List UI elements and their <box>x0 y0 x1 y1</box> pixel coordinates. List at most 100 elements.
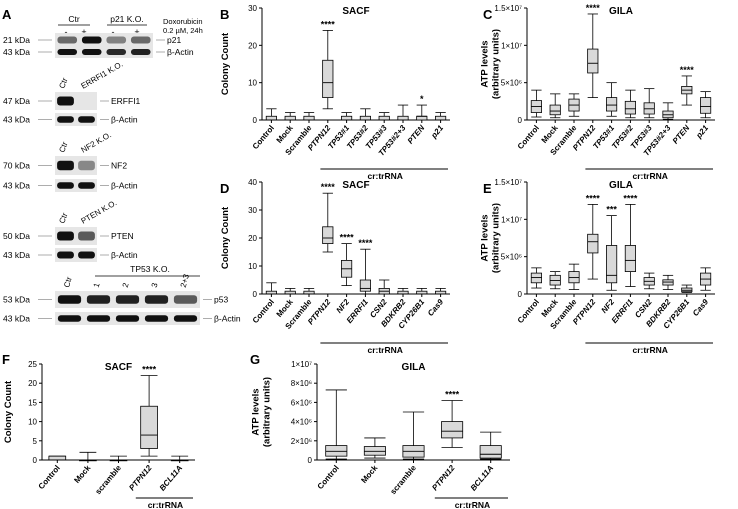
wb-band-name: β-Actin <box>111 250 138 260</box>
y-tick-label: 0 <box>33 456 38 465</box>
box-control <box>530 267 542 289</box>
x-tick-label: BCL11A <box>158 463 185 492</box>
significance-mark: **** <box>586 3 601 13</box>
wb-band <box>78 251 95 259</box>
significance-mark: * <box>420 94 424 104</box>
y-axis-label: ATP levels(arbitrary units) <box>480 29 502 99</box>
wb-header-sign: + <box>134 27 139 37</box>
y-tick-label: 0 <box>518 290 523 299</box>
box-control <box>265 108 277 121</box>
y-tick-label: 10 <box>248 79 257 88</box>
chart-g: GILA ATP levels(arbitrary units) 0 2×10⁶ 4×1… <box>251 360 510 509</box>
box-ptpn12: **** <box>441 389 464 448</box>
wb-band <box>57 295 82 304</box>
x-tick-label: BCL11A <box>469 463 496 492</box>
wb-blot-pten: 50 kDa PTEN 43 kDa β-Actin Ctr PTEN K.O. <box>3 198 138 262</box>
wb-kda-label: 70 kDa <box>3 161 30 171</box>
wb-blot-erffi1: 47 kDa ERFFI1 43 kDa β-Actin Ctr ERRFI1 K.O. <box>3 60 141 126</box>
box-iqr <box>359 279 371 292</box>
wb-treatment: 0.2 µM, 24h <box>163 26 203 35</box>
x-tick-label: PTPN12 <box>127 463 154 492</box>
wb-band <box>81 36 102 44</box>
wb-membrane <box>55 46 153 58</box>
wb-kda-label: 47 kDa <box>3 96 30 106</box>
wb-header-group: p21 K.O. <box>110 14 144 24</box>
wb-band <box>57 49 78 55</box>
wb-top-label: ERRFI1 K.O. <box>80 60 125 91</box>
wb-band <box>130 49 151 55</box>
wb-treatment: Doxorubicin <box>163 17 203 26</box>
y-tick-label: 20 <box>28 379 37 388</box>
box-iqr <box>284 115 296 121</box>
wb-kda-label: 21 kDa <box>3 35 30 45</box>
box-csn2 <box>378 279 390 295</box>
y-tick-label: 30 <box>248 206 257 215</box>
box-iqr <box>700 97 712 114</box>
box-mock <box>363 437 386 459</box>
wb-top-label: Ctr <box>57 140 69 153</box>
wb-band <box>173 295 198 304</box>
x-tick-label: p21 <box>694 123 711 141</box>
panel-label-a: A <box>2 7 12 22</box>
box-scramble <box>303 112 315 121</box>
wb-band <box>173 315 198 322</box>
y-tick-label: 40 <box>248 178 257 187</box>
y-tick-label: 1.5×10⁷ <box>494 178 522 187</box>
box-scramble <box>568 93 580 117</box>
box-control <box>48 455 67 461</box>
y-tick-label: 6×10⁶ <box>291 398 312 407</box>
chart-title: GILA <box>609 180 633 191</box>
significance-mark: **** <box>321 19 336 29</box>
y-tick-label: 25 <box>28 360 37 369</box>
y-tick-label: 8×10⁶ <box>291 379 312 388</box>
box-pten: **** <box>680 65 695 106</box>
box-iqr <box>435 115 447 121</box>
box-iqr <box>416 115 428 121</box>
wb-band <box>57 251 74 259</box>
significance-mark: **** <box>586 193 601 203</box>
box-iqr <box>341 115 353 121</box>
box-p21 <box>700 91 712 119</box>
x-axis-label: cr:trRNA <box>632 345 667 355</box>
x-axis-label: cr:trRNA <box>455 500 490 509</box>
x-tick-label: PTEN <box>406 123 427 145</box>
box-control <box>530 89 542 118</box>
box-iqr <box>606 245 618 284</box>
wb-band-name: β-Actin <box>167 47 194 57</box>
wb-top-label: Ctr <box>57 211 69 224</box>
wb-top-label: PTEN K.O. <box>80 198 119 226</box>
box-iqr <box>359 115 371 121</box>
y-tick-label: 4×10⁶ <box>291 418 312 427</box>
wb-band <box>78 182 95 189</box>
y-axis-label-line: Colony Count <box>3 380 14 443</box>
y-tick-label: 20 <box>248 41 257 50</box>
wb-band <box>57 96 74 106</box>
wb-band <box>81 49 102 55</box>
chart-c: GILA ATP levels(arbitrary units) 0 5×10⁶ 1×1… <box>480 3 715 181</box>
wb-band <box>115 295 140 304</box>
y-tick-label: 1×10⁷ <box>501 215 522 224</box>
box-nf2: **** <box>340 233 354 287</box>
box-scramble <box>568 263 580 290</box>
y-axis-label: Colony Count <box>220 32 231 95</box>
x-axis-label: cr:trRNA <box>367 345 402 355</box>
wb-band <box>78 160 95 171</box>
wb-band <box>144 295 169 304</box>
box-iqr <box>378 115 390 121</box>
y-axis-label: Colony Count <box>220 206 231 269</box>
box-tp53-3 <box>378 112 390 121</box>
wb-band-name: p53 <box>214 295 228 305</box>
significance-mark: **** <box>680 65 695 75</box>
wb-band-name: β-Actin <box>111 181 138 191</box>
wb-top-label: Ctr <box>62 276 74 289</box>
box-iqr <box>624 100 636 115</box>
box-mock <box>284 287 296 295</box>
wb-blot-nf2: 70 kDa NF2 43 kDa β-Actin Ctr NF2 K.O. <box>3 130 138 192</box>
x-tick-label: NF2 <box>335 297 352 315</box>
box-scramble <box>109 455 128 462</box>
box-iqr <box>322 226 334 245</box>
wb-blot-p21: 21 kDa p21 43 kDa β-Actin <box>3 33 194 58</box>
y-axis-label-line: Colony Count <box>220 32 231 95</box>
